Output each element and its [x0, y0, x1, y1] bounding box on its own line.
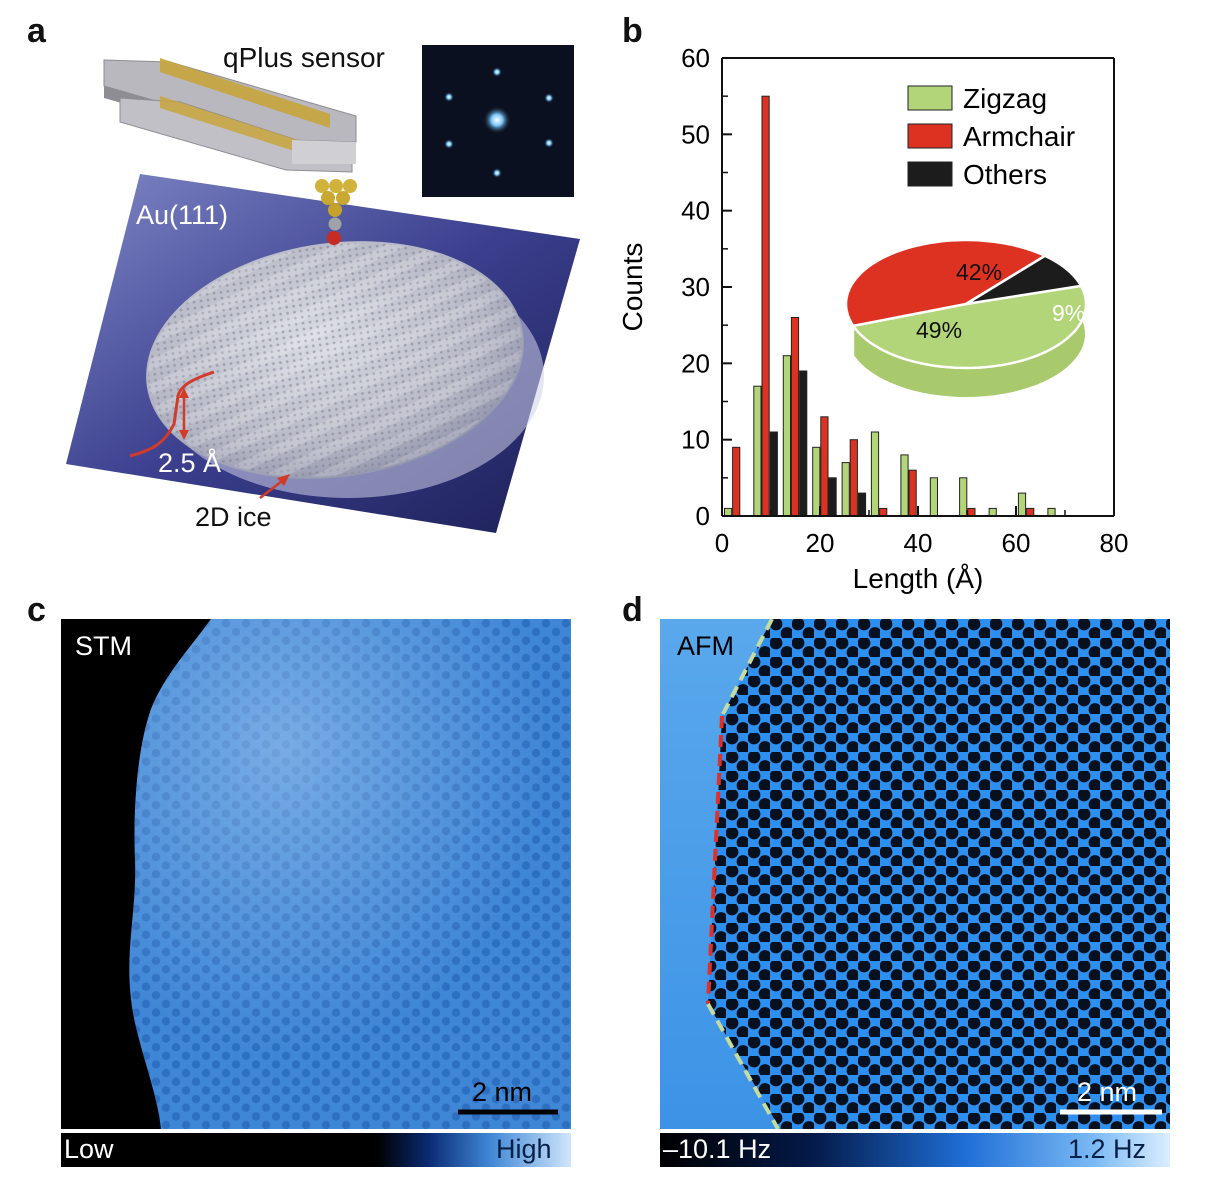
x-tick-label-20: 20 [806, 528, 835, 558]
stm-colorbar-high: High [496, 1134, 552, 1164]
panel-d-letter: d [622, 591, 643, 629]
panel-b-letter: b [622, 12, 643, 50]
bar-armchair-9 [761, 95, 770, 517]
y-tick-label-10: 10 [681, 425, 710, 455]
bar-armchair-39 [908, 469, 917, 517]
afm-image [660, 618, 1170, 1130]
bar-zigzag-21 [812, 446, 821, 517]
y-tick-label-0: 0 [696, 501, 710, 531]
fft-inset [422, 45, 574, 197]
y-tick-label-50: 50 [681, 119, 710, 149]
bar-zigzag-45 [929, 477, 938, 517]
legend-label-zigzag: Zigzag [963, 83, 1047, 114]
panel-a: qPlus sensor Au(111) 2.5 Å 2D ice [60, 40, 600, 540]
bar-zigzag-15 [782, 355, 792, 517]
stm-colorbar-low: Low [64, 1134, 114, 1164]
tip-apex [315, 179, 357, 245]
bar-zigzag-51 [959, 477, 968, 517]
legend-swatch-others [907, 161, 953, 187]
y-tick-label-40: 40 [681, 196, 710, 226]
bar-armchair-15 [790, 317, 800, 517]
au111-label: Au(111) [136, 200, 229, 230]
qplus-sensor-label: qPlus sensor [223, 42, 385, 73]
bar-armchair-63 [1026, 507, 1035, 517]
armchair-edge [706, 715, 724, 1005]
bar-armchair-27 [849, 439, 858, 517]
bar-zigzag-57 [988, 507, 997, 517]
bar-armchair-51 [967, 507, 976, 517]
pie-label-armchair: 42% [956, 259, 1002, 285]
x-tick-label-0: 0 [715, 528, 729, 558]
bar-zigzag-27 [841, 462, 850, 517]
panel-a-letter: a [27, 12, 46, 50]
ice-arrow-head [277, 474, 290, 486]
afm-scale-label: 2 nm [1077, 1077, 1138, 1107]
legend-label-others: Others [963, 159, 1047, 190]
afm-colorbar-high: 1.2 Hz [1068, 1134, 1147, 1164]
step-height-label: 2.5 Å [158, 448, 222, 478]
inset-pie-chart: 49% 42% 9% [844, 238, 1088, 400]
pie-slice-armchair [844, 238, 1048, 328]
panel-d: AFM 2 nm [660, 618, 1170, 1130]
x-tick-label-60: 60 [1002, 528, 1031, 558]
pie-slice-zigzag [850, 284, 1088, 370]
legend-swatch-armchair [907, 123, 953, 149]
pie-label-zigzag: 49% [916, 317, 962, 343]
pie-slice-others [965, 254, 1084, 306]
legend: Zigzag Armchair Others [907, 83, 1075, 190]
y-tick-label-60: 60 [681, 43, 710, 73]
ice-label: 2D ice [195, 502, 272, 532]
y-axis-label: Counts [617, 243, 648, 332]
afm-colorbar [660, 1133, 1170, 1167]
bar-others-27 [857, 492, 867, 517]
bar-others-15 [799, 370, 808, 517]
stm-colorbar [61, 1133, 571, 1167]
zigzag-edge-bottom [706, 1003, 780, 1130]
afm-ice-lattice [708, 619, 1170, 1129]
stm-scale-label: 2 nm [472, 1077, 533, 1107]
bar-zigzag-63 [1017, 492, 1027, 517]
bar-armchair-3 [732, 446, 741, 517]
bar-zigzag-9 [753, 385, 762, 517]
panel-c-letter: c [27, 591, 46, 629]
x-tick-label-80: 80 [1100, 528, 1129, 558]
bar-zigzag-3 [724, 507, 733, 517]
step-height-line [129, 370, 215, 458]
bar-armchair-21 [820, 416, 829, 517]
qplus-sensor [103, 58, 357, 173]
bar-others-21 [828, 477, 837, 517]
panel-c: STM 2 nm [61, 619, 571, 1129]
y-tick-label-20: 20 [681, 348, 710, 378]
ice-island-stripes [148, 243, 522, 477]
bar-armchair-33 [879, 507, 888, 517]
y-tick-label-30: 30 [681, 272, 710, 302]
panel-a-illustration [66, 45, 580, 533]
bar-zigzag-33 [870, 431, 880, 517]
legend-swatch-zigzag [907, 85, 953, 111]
afm-label: AFM [677, 631, 734, 661]
bar-zigzag-69 [1047, 507, 1056, 517]
x-tick-label-40: 40 [904, 528, 933, 558]
step-arrow-head-bottom [179, 430, 189, 440]
x-axis-label: Length (Å) [853, 563, 984, 594]
pie-label-others: 9% [1052, 300, 1085, 326]
bar-zigzag-39 [900, 454, 909, 517]
legend-label-armchair: Armchair [963, 121, 1075, 152]
panel-b-chart: 0 10 20 30 40 50 60 0 20 40 60 80 Counts Length (Å)… [617, 43, 1129, 594]
stm-label: STM [75, 631, 132, 661]
stm-image [61, 619, 571, 1129]
afm-colorbar-low: –10.1 Hz [663, 1134, 772, 1164]
bar-others-9 [769, 431, 778, 517]
step-arrow-head-top [179, 388, 189, 398]
